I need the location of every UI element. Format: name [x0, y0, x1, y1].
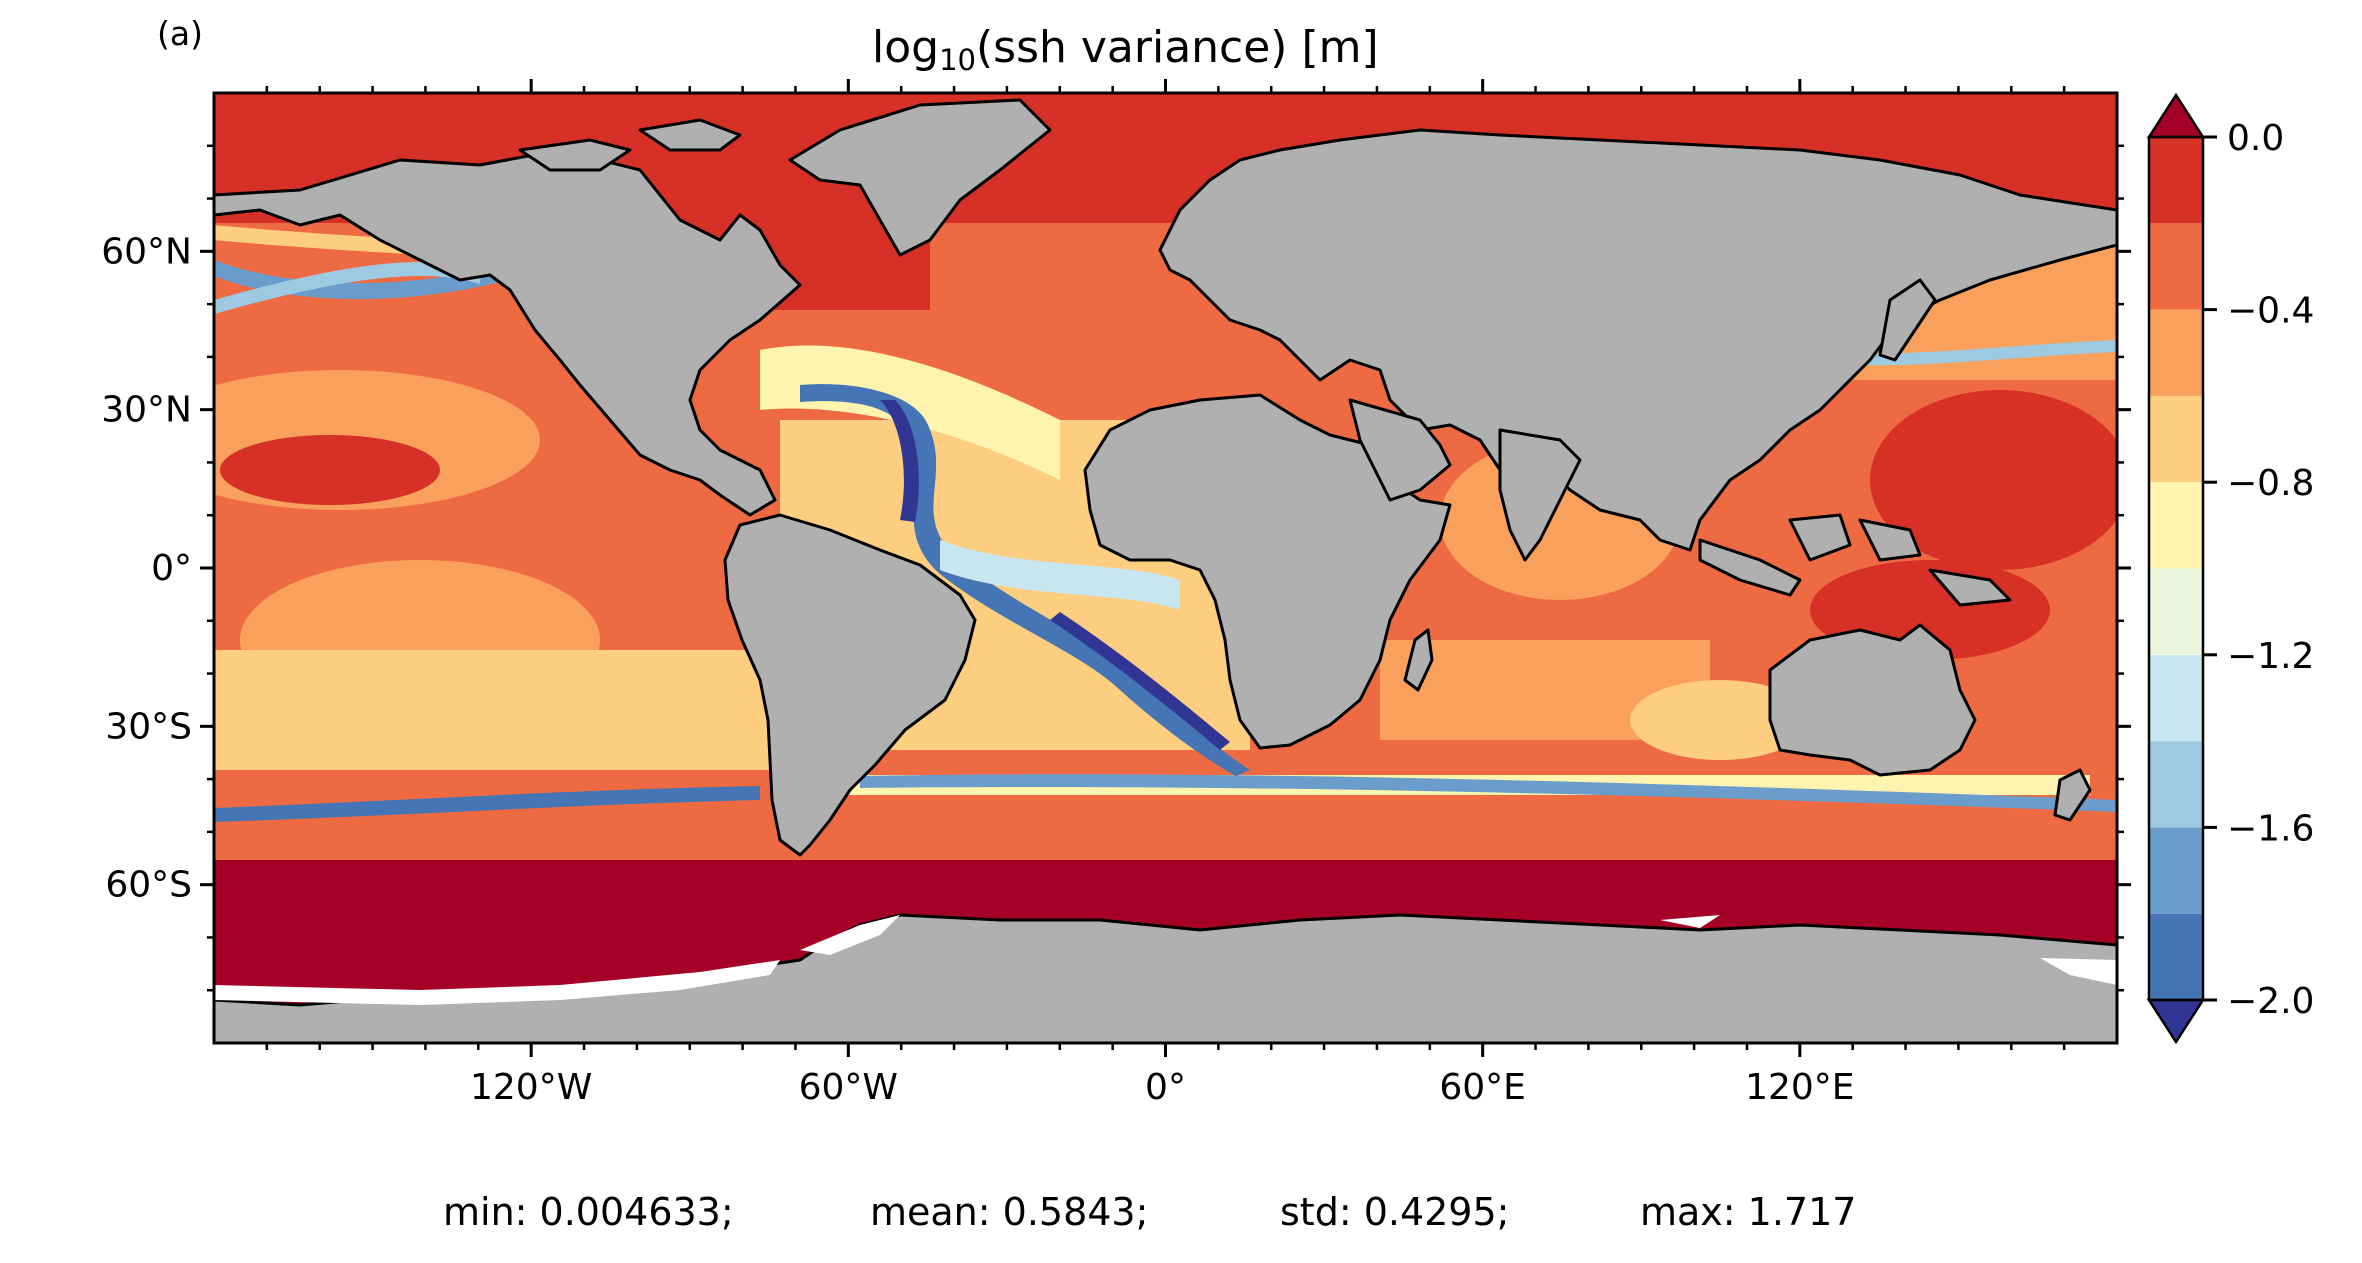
- land-arctic-islands: [518, 138, 632, 172]
- title-suffix: (ssh variance) [m]: [975, 22, 1379, 73]
- colorbar-segment: [2149, 223, 2203, 310]
- map-title: log10(ssh variance) [m]: [872, 22, 1379, 77]
- colorbar-segment: [2149, 395, 2203, 483]
- stat-min: min: 0.004633;: [443, 1190, 734, 1234]
- missing-data: [214, 915, 2117, 1005]
- colorbar: 0.0 −0.4 −0.8 −1.2 −1.6 −2.0: [2146, 92, 2314, 1045]
- land-south-america: [723, 513, 977, 857]
- land-greenland: [788, 98, 1052, 257]
- colorbar-tick-label: −0.8: [2227, 463, 2314, 504]
- colorbar-segment: [2149, 482, 2203, 569]
- land-arabia: [1348, 398, 1452, 502]
- land: [214, 98, 2117, 1043]
- map-area: [214, 93, 2117, 1043]
- land-africa: [1083, 393, 1452, 750]
- land-japan: [1878, 278, 1937, 362]
- colorbar-tick-label: −1.6: [2227, 808, 2314, 849]
- colorbar-over-arrow: [2146, 92, 2206, 139]
- lat-tick-label: 60°N: [101, 231, 192, 272]
- lon-tick-label: 120°W: [470, 1067, 592, 1108]
- colorbar-segment: [2149, 827, 2203, 914]
- land-north-america: [214, 148, 802, 517]
- colorbar-tick-label: 0.0: [2227, 118, 2284, 159]
- stat-std: std: 0.4295;: [1280, 1190, 1510, 1234]
- colorbar-segment: [2149, 568, 2203, 655]
- axis-labels: 60°N 30°N 0° 30°S 60°S 120°W 60°W 0° 60°E 120°E: [101, 231, 1854, 1108]
- land-india: [1498, 428, 1582, 562]
- axis-ticks: [200, 79, 2131, 1057]
- colorbar-segment: [2149, 309, 2203, 396]
- lon-tick-label: 60°E: [1439, 1067, 1526, 1108]
- colorbar-segment: [2149, 137, 2203, 224]
- lon-tick-label: 120°E: [1745, 1067, 1854, 1108]
- stat-max: max: 1.717: [1640, 1190, 1857, 1234]
- colorbar-segment: [2149, 913, 2203, 1000]
- colorbar-tick-label: −0.4: [2227, 291, 2314, 332]
- colorbar-tick-label: −2.0: [2227, 981, 2314, 1022]
- lon-tick-label: 60°W: [799, 1067, 898, 1108]
- colorbar-segment: [2149, 741, 2203, 828]
- lat-tick-label: 30°N: [101, 390, 192, 431]
- panel-label: (a): [157, 14, 203, 53]
- lat-tick-label: 0°: [151, 548, 192, 589]
- stat-mean: mean: 0.5843;: [870, 1190, 1149, 1234]
- title-prefix: log: [872, 22, 940, 73]
- title-subscript: 10: [939, 43, 976, 77]
- colorbar-segment: [2149, 654, 2203, 742]
- colorbar-under-arrow: [2146, 998, 2206, 1045]
- land-eurasia: [1158, 128, 2117, 552]
- lat-tick-label: 60°S: [105, 865, 192, 906]
- colorbar-tick-label: −1.2: [2227, 636, 2314, 677]
- lat-tick-label: 30°S: [105, 706, 192, 747]
- lon-tick-label: 0°: [1145, 1067, 1186, 1108]
- land-australia: [1768, 623, 1977, 777]
- colorbar-frame: [2147, 135, 2205, 1002]
